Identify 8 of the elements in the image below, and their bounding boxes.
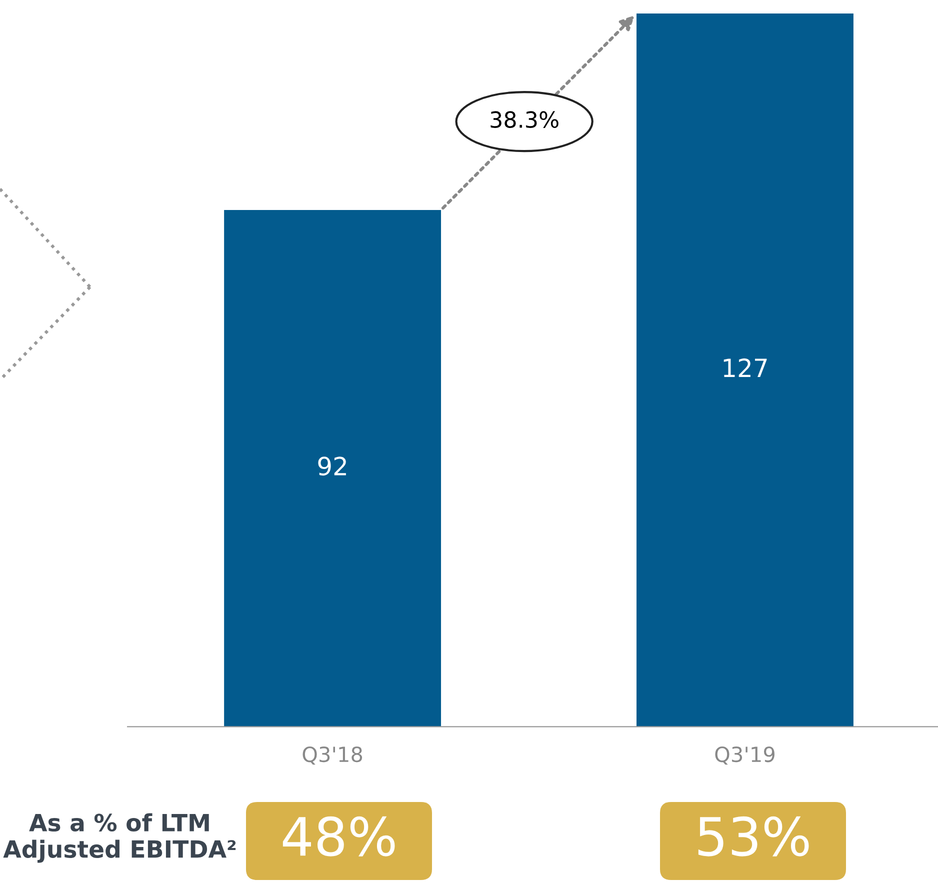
annotation: 38.3% — [490, 111, 558, 128]
text: As a % of LTM Adjusted EBITDA² — [3, 813, 236, 863]
data-label: 92 — [318, 456, 346, 476]
x-tick-label: Q3'19 — [715, 746, 774, 765]
x-tick-label: Q3'18 — [302, 746, 362, 765]
data-label: 127 — [724, 358, 767, 377]
text: 53% — [698, 816, 809, 856]
text: 48% — [282, 816, 395, 856]
